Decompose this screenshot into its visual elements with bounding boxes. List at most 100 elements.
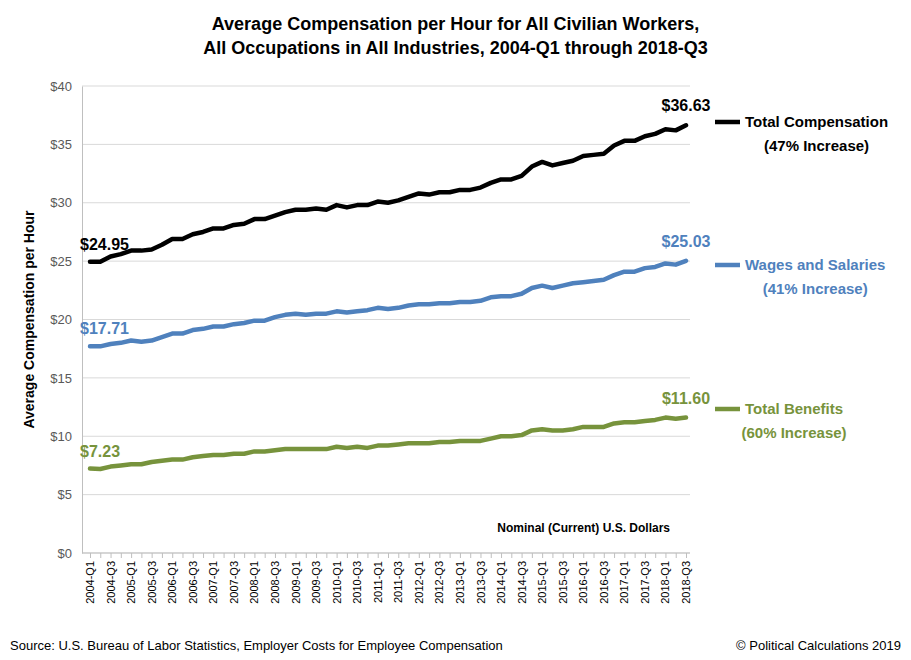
y-axis: $0$5$10$15$20$25$30$35$40 <box>50 79 82 561</box>
x-tick <box>614 553 615 558</box>
x-tick: 2011-Q1 <box>372 553 384 603</box>
x-tick-label: 2004-Q1 <box>84 561 96 604</box>
x-tick-mark <box>111 553 112 558</box>
grid-line <box>82 436 690 437</box>
value-labels: $24.95$36.63$17.71$25.03$7.23$11.60 <box>80 97 711 459</box>
x-tick-label: 2004-Q3 <box>105 561 117 604</box>
x-tick: 2013-Q1 <box>454 553 466 604</box>
legend-annotation: (41% Increase) <box>763 280 868 297</box>
x-tick <box>285 553 286 558</box>
x-tick-mark <box>419 553 420 558</box>
x-tick-mark <box>100 553 101 558</box>
x-tick-label: 2014-Q3 <box>516 561 528 604</box>
y-tick-label: $25 <box>50 254 72 269</box>
y-tick: $0 <box>58 546 82 561</box>
x-tick <box>306 553 307 558</box>
grid-line <box>82 261 690 262</box>
x-tick-mark <box>337 553 338 558</box>
x-tick-label: 2014-Q1 <box>495 561 507 604</box>
x-tick-mark <box>583 553 584 558</box>
x-tick <box>655 553 656 558</box>
x-tick-label: 2018-Q1 <box>659 561 671 604</box>
y-tick: $40 <box>50 79 82 94</box>
x-tick <box>100 553 101 558</box>
x-tick-label: 2012-Q1 <box>413 561 425 604</box>
x-tick-mark <box>90 553 91 558</box>
y-tick: $30 <box>50 195 82 210</box>
y-tick-label: $20 <box>50 312 72 327</box>
x-tick-mark <box>563 553 564 558</box>
x-tick-mark <box>162 553 163 558</box>
y-axis-title: Average Compensation per Hour <box>21 210 37 429</box>
x-tick-label: 2010-Q3 <box>351 561 363 604</box>
x-tick-mark <box>121 553 122 558</box>
x-tick-mark <box>686 553 687 558</box>
legend-label: Total Benefits <box>745 400 843 417</box>
x-tick-label: 2011-Q3 <box>392 561 404 603</box>
series-line <box>90 418 686 469</box>
legend-annotation: (47% Increase) <box>764 137 869 154</box>
credit: © Political Calculations 2019 <box>736 638 901 653</box>
value-label: $36.63 <box>662 97 711 114</box>
value-label: $7.23 <box>80 443 120 460</box>
legend-swatch <box>715 407 740 412</box>
chart-svg: Average Compensation per Hour for All Ci… <box>0 0 911 660</box>
x-tick: 2008-Q3 <box>269 553 281 604</box>
x-tick-mark <box>501 553 502 558</box>
y-tick-label: $5 <box>58 487 72 502</box>
legend-swatch <box>715 263 740 268</box>
x-tick-label: 2007-Q3 <box>228 561 240 604</box>
x-tick-mark <box>213 553 214 558</box>
y-tick: $35 <box>50 137 82 152</box>
x-tick: 2014-Q3 <box>516 553 528 604</box>
x-tick-label: 2005-Q3 <box>146 561 158 604</box>
chart-title: Average Compensation per Hour for All Ci… <box>212 14 699 34</box>
x-tick-mark <box>480 553 481 558</box>
x-tick <box>552 553 553 558</box>
x-tick-label: 2016-Q1 <box>577 561 589 604</box>
x-tick: 2017-Q3 <box>639 553 651 604</box>
x-tick-mark <box>676 553 677 558</box>
x-tick-mark <box>491 553 492 558</box>
x-tick-mark <box>285 553 286 558</box>
x-tick-mark <box>665 553 666 558</box>
grid-line <box>82 319 690 320</box>
x-tick-label: 2008-Q1 <box>248 561 260 604</box>
series-line <box>90 261 686 347</box>
y-tick-label: $0 <box>58 546 72 561</box>
x-tick-label: 2015-Q3 <box>557 561 569 604</box>
x-tick <box>265 553 266 558</box>
x-tick-label: 2013-Q1 <box>454 561 466 604</box>
x-tick-mark <box>152 553 153 558</box>
x-tick-mark <box>522 553 523 558</box>
x-tick: 2005-Q3 <box>146 553 158 604</box>
x-tick: 2004-Q1 <box>84 553 96 604</box>
legend-swatch <box>715 120 740 125</box>
x-tick-label: 2005-Q1 <box>125 561 137 604</box>
x-tick-label: 2016-Q3 <box>598 561 610 604</box>
x-tick-mark <box>193 553 194 558</box>
x-tick-label: 2015-Q1 <box>536 561 548 604</box>
x-tick-mark <box>182 553 183 558</box>
x-tick-mark <box>326 553 327 558</box>
y-tick-label: $15 <box>50 371 72 386</box>
x-tick: 2016-Q1 <box>577 553 589 604</box>
x-tick-mark <box>131 553 132 558</box>
x-tick: 2015-Q1 <box>536 553 548 604</box>
x-tick: 2012-Q1 <box>413 553 425 604</box>
x-tick-mark <box>604 553 605 558</box>
x-tick: 2010-Q1 <box>331 553 343 604</box>
x-tick-mark <box>172 553 173 558</box>
x-tick <box>244 553 245 558</box>
x-tick-mark <box>347 553 348 558</box>
x-tick <box>141 553 142 558</box>
x-tick-mark <box>655 553 656 558</box>
x-tick: 2015-Q3 <box>557 553 569 604</box>
grid-line <box>82 494 690 495</box>
x-tick-mark <box>511 553 512 558</box>
y-tick: $15 <box>50 371 82 386</box>
x-tick-mark <box>357 553 358 558</box>
x-tick: 2009-Q3 <box>310 553 322 604</box>
x-tick <box>203 553 204 558</box>
legend-item: Total Compensation(47% Increase) <box>715 113 888 154</box>
